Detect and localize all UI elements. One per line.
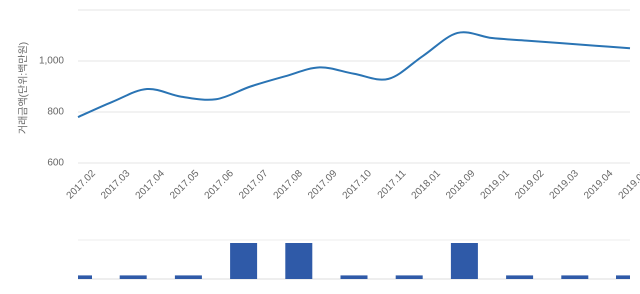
x-tick-label: 2017.07 [237, 168, 271, 202]
x-tick-label: 2017.08 [272, 168, 306, 202]
x-tick-label: 2017.04 [134, 168, 168, 202]
y-tick-label: 600 [47, 158, 64, 169]
volume-bar [119, 275, 147, 279]
volume-bar [450, 243, 478, 279]
volume-bar [78, 275, 92, 279]
x-tick-label: 2019.05 [617, 168, 640, 202]
x-tick-label: 2019.02 [513, 168, 547, 202]
y-tick-label: 1,000 [39, 56, 64, 67]
volume-bar [174, 275, 202, 279]
y-axis-label: 거래금액(단위:백만원) [17, 42, 30, 134]
x-tick-label: 2019.01 [479, 168, 513, 202]
x-tick-label: 2018.01 [410, 168, 444, 202]
x-tick-label: 2017.05 [168, 168, 202, 202]
x-tick-label: 2019.03 [548, 168, 582, 202]
volume-bar [285, 243, 313, 279]
y-tick-label: 800 [47, 107, 64, 118]
x-tick-label: 2017.02 [65, 168, 99, 202]
volume-bar [561, 275, 589, 279]
x-tick-label: 2017.09 [306, 168, 340, 202]
volume-bar [230, 243, 258, 279]
volume-bar [395, 275, 423, 279]
x-tick-label: 2017.11 [376, 168, 409, 201]
volume-bar [616, 275, 630, 279]
x-tick-label: 2017.10 [341, 168, 375, 202]
x-tick-label: 2019.04 [582, 168, 616, 202]
x-tick-label: 2018.09 [444, 168, 478, 202]
x-tick-label: 2017.03 [99, 168, 133, 202]
volume-bar [506, 275, 534, 279]
price-line [77, 31, 631, 119]
volume-bar [340, 275, 368, 279]
x-tick-label: 2017.06 [203, 168, 237, 202]
